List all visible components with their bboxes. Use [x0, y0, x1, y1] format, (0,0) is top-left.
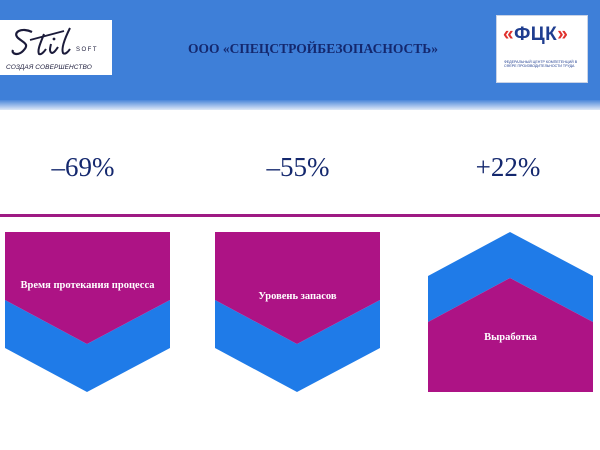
company-name: ООО «СПЕЦСТРОЙБЕЗОПАСНОСТЬ»	[188, 41, 438, 56]
frc-right-bracket: »	[557, 24, 569, 45]
metric-label-process-time: Время протекания процесса	[20, 280, 155, 291]
logo-soft-text: SOFT	[76, 47, 98, 53]
metric-label-output: Выработка	[484, 332, 537, 343]
section-divider	[0, 214, 600, 217]
metric-value-inventory: –55%	[266, 152, 330, 182]
down-chevron-icon	[5, 232, 170, 392]
metric-value-process-time: –69%	[51, 152, 115, 182]
frc-letters: ФЦК	[514, 24, 558, 45]
header-shadow	[0, 100, 600, 110]
metric-card-process-time: Время протекания процесса	[5, 232, 170, 392]
logo-tagline: СОЗДАЯ СОВЕРШЕНСТВО	[6, 64, 92, 71]
frc-logo-mark: «ФЦК»	[503, 24, 568, 46]
metric-card-inventory: Уровень запасов	[215, 232, 380, 392]
stilsoft-logo: SOFT СОЗДАЯ СОВЕРШЕНСТВО	[0, 20, 112, 75]
metric-card-output: Выработка	[428, 232, 593, 392]
frc-subtitle: ФЕДЕРАЛЬНЫЙ ЦЕНТР КОМПЕТЕНЦИЙ В СФЕРЕ ПР…	[504, 60, 578, 69]
frc-logo: «ФЦК» ФЕДЕРАЛЬНЫЙ ЦЕНТР КОМПЕТЕНЦИЙ В СФ…	[496, 15, 588, 83]
stilsoft-logo-icon: SOFT	[11, 27, 98, 56]
frc-left-bracket: «	[503, 24, 515, 45]
down-chevron-icon	[215, 232, 380, 392]
up-chevron-icon	[428, 232, 593, 392]
metric-value-output: +22%	[475, 152, 541, 182]
metric-label-inventory: Уровень запасов	[258, 291, 337, 302]
